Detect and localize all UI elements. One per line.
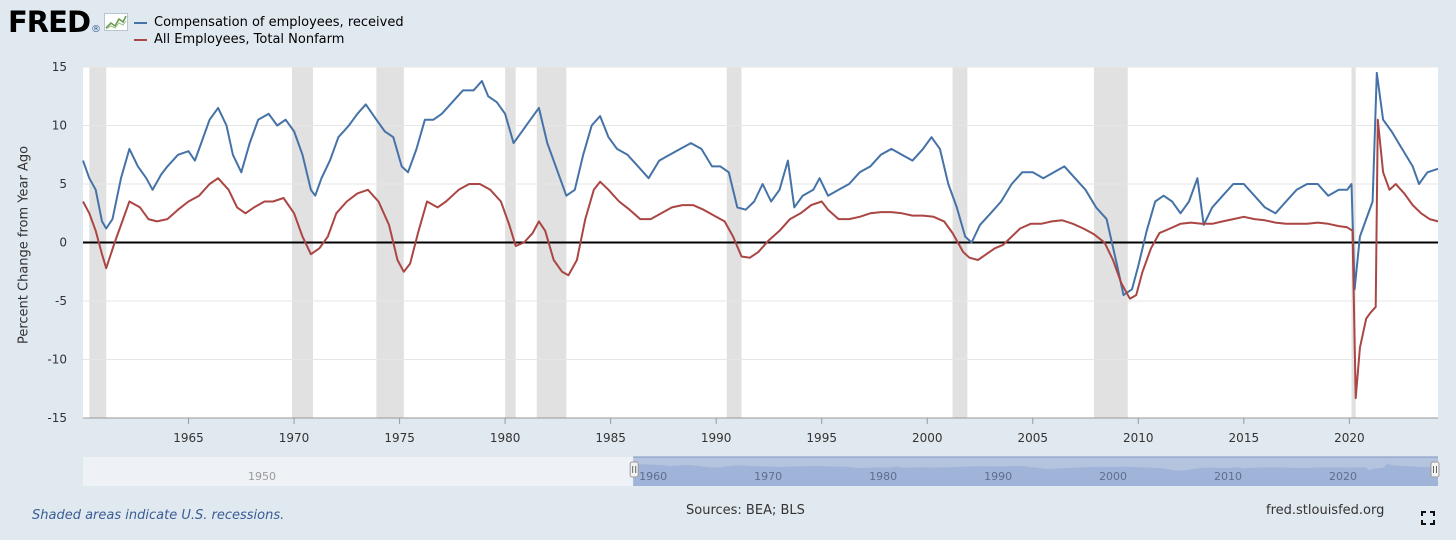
x-tick-label: 1975: [384, 431, 415, 445]
navigator-tick-label: 1980: [869, 470, 897, 483]
legend-swatch-nonfarm: [134, 38, 147, 41]
navigator-unselected: [83, 457, 634, 486]
x-tick-label: 2000: [912, 431, 943, 445]
navigator-tick-label: 1990: [984, 470, 1012, 483]
navigator-tick-label: 1960: [639, 470, 667, 483]
legend-label-nonfarm: All Employees, Total Nonfarm: [154, 32, 345, 47]
navigator-tick-label: 1970: [754, 470, 782, 483]
logo-mark: ®: [91, 24, 102, 35]
navigator-tick-label: 1950: [248, 470, 276, 483]
fullscreen-icon[interactable]: [1421, 510, 1435, 529]
navigator-handle-right[interactable]: [1430, 461, 1440, 478]
chart-legend: Compensation of employees, received All …: [134, 14, 404, 48]
series-line-compensation: [82, 71, 1439, 297]
y-tick-label: 10: [52, 119, 67, 133]
x-tick-label: 2010: [1123, 431, 1154, 445]
x-tick-label: 2015: [1229, 431, 1260, 445]
sources-text: Sources: BEA; BLS: [686, 503, 805, 518]
y-tick-label: 0: [59, 236, 67, 250]
line-chart: 15 10 5 0 -5 -10 -15 1965 1970 1975 1980 1985 1990 19…: [47, 60, 1440, 486]
x-tick-label: 1965: [173, 431, 204, 445]
legend-swatch-compensation: [134, 21, 147, 24]
y-tick-label: -10: [47, 353, 67, 367]
x-tick-label: 1980: [490, 431, 521, 445]
x-tick-label: 1990: [701, 431, 732, 445]
legend-label-compensation: Compensation of employees, received: [154, 15, 404, 30]
fred-logo[interactable]: FRED ®: [8, 5, 129, 39]
navigator-tick-label: 2020: [1329, 470, 1357, 483]
line-chart-icon: [104, 12, 129, 35]
x-tick-label: 1995: [806, 431, 837, 445]
fred-url-link[interactable]: fred.stlouisfed.org: [1266, 503, 1385, 518]
navigator-selection: [633, 457, 1438, 486]
recession-note: Shaded areas indicate U.S. recessions.: [32, 508, 285, 523]
x-tick-label: 2005: [1017, 431, 1048, 445]
y-tick-label: 5: [59, 177, 67, 191]
y-tick-label: -5: [55, 294, 67, 308]
legend-item-nonfarm[interactable]: All Employees, Total Nonfarm: [134, 31, 404, 48]
y-tick-label: -15: [47, 411, 67, 425]
x-tick-label: 2020: [1334, 431, 1365, 445]
x-tick-label: 1970: [279, 431, 310, 445]
navigator-tick-label: 2000: [1099, 470, 1127, 483]
navigator-tick-label: 2010: [1214, 470, 1242, 483]
logo-text: FRED: [8, 5, 91, 39]
x-tick-label: 1985: [595, 431, 626, 445]
y-tick-label: 15: [52, 60, 67, 74]
series-line-nonfarm: [82, 118, 1439, 400]
navigator-handle-left[interactable]: [629, 461, 639, 478]
legend-item-compensation[interactable]: Compensation of employees, received: [134, 14, 404, 31]
